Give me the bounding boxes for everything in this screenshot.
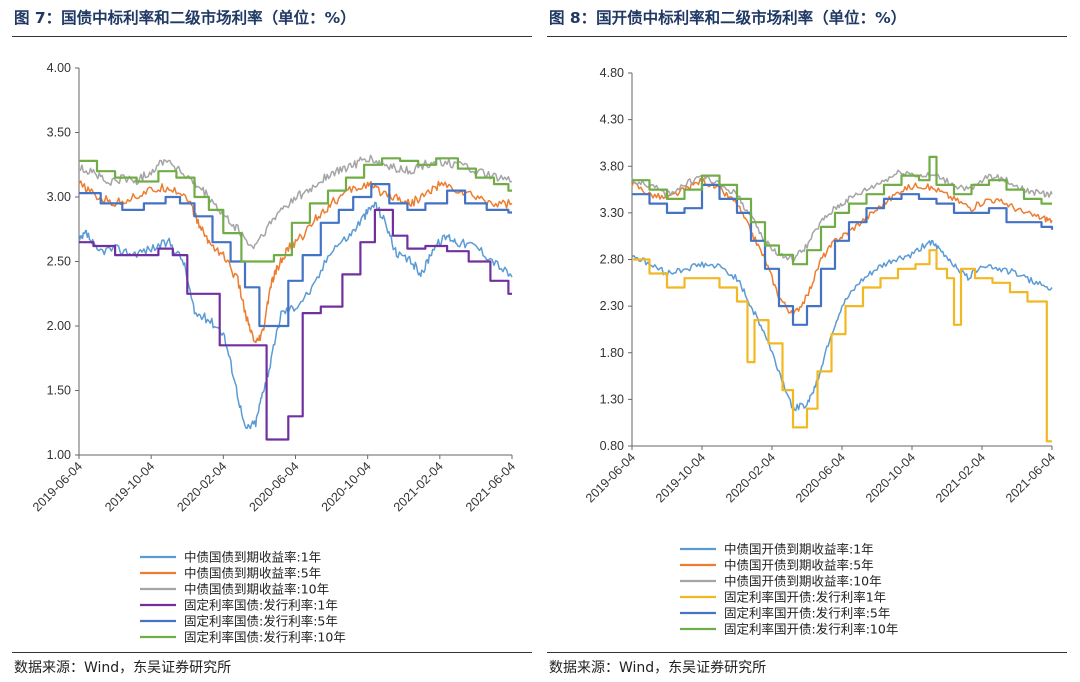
figure-title: 图 7：国债中标利率和二级市场利率（单位：%） xyxy=(14,9,356,27)
y-tick-label: 1.00 xyxy=(47,448,71,462)
legend-label: 中债国债到期收益率:5年 xyxy=(184,566,321,581)
series-line xyxy=(632,155,1052,266)
legend-label: 固定利率国开债:发行利率:5年 xyxy=(724,606,890,621)
x-tick-label: 2020-02-04 xyxy=(174,459,229,514)
legend-label: 固定利率国债:发行利率:5年 xyxy=(184,614,338,629)
y-tick-label: 2.30 xyxy=(600,299,624,313)
x-tick-label: 2021-02-04 xyxy=(391,459,446,514)
x-tick-label: 2019-06-04 xyxy=(583,450,638,505)
legend-label: 中债国开债到期收益率:5年 xyxy=(724,558,874,573)
series-line xyxy=(79,183,512,328)
title-rule xyxy=(12,36,532,37)
series-line xyxy=(632,249,1052,443)
y-tick-label: 2.80 xyxy=(600,253,624,267)
legend-label: 固定利率国债:发行利率:1年 xyxy=(184,598,338,613)
line-chart: 4.804.303.803.302.802.301.801.300.802019… xyxy=(583,66,1058,637)
y-tick-label: 3.00 xyxy=(47,190,71,204)
legend-label: 固定利率国开债:发行利率:10年 xyxy=(724,622,898,637)
x-tick-label: 2019-06-04 xyxy=(30,459,85,514)
x-tick-label: 2021-02-04 xyxy=(933,450,988,505)
legend-label: 固定利率国开债:发行利率1年 xyxy=(724,590,886,605)
source-rule xyxy=(547,652,1067,653)
series-line xyxy=(79,208,512,441)
x-tick-label: 2020-02-04 xyxy=(723,450,778,505)
x-tick-label: 2020-06-04 xyxy=(793,450,848,505)
series-line xyxy=(631,177,1053,317)
chart-panel-right: 图 8：国开债中标利率和二级市场利率（单位：%） 4.80 4.30 3.80 3.3… xyxy=(547,0,1072,682)
x-tick-label: 2019-10-04 xyxy=(102,459,157,514)
source-rule xyxy=(12,652,532,653)
x-tick-label: 2019-10-04 xyxy=(653,450,708,505)
series-line xyxy=(78,154,513,250)
series-line xyxy=(79,157,512,263)
x-tick-label: 2021-06-04 xyxy=(1003,450,1058,505)
y-tick-label: 1.80 xyxy=(600,346,624,360)
y-tick-label: 0.80 xyxy=(600,439,624,453)
y-tick-label: 1.50 xyxy=(47,384,71,398)
x-tick-label: 2021-06-04 xyxy=(463,459,518,514)
series-line xyxy=(631,239,1053,412)
y-tick-label: 3.50 xyxy=(47,126,71,140)
y-tick-label: 3.80 xyxy=(600,159,624,173)
y-tick-label: 1.30 xyxy=(600,392,624,406)
legend-label: 中债国开债到期收益率:1年 xyxy=(724,542,874,557)
y-tick-label: 2.00 xyxy=(47,319,71,333)
series-line xyxy=(78,201,513,430)
x-tick-label: 2020-10-04 xyxy=(863,450,918,505)
legend-label: 中债国开债到期收益率:10年 xyxy=(724,574,882,589)
y-tick-label: 3.30 xyxy=(600,206,624,220)
legend-label: 中债国债到期收益率:1年 xyxy=(184,550,321,565)
x-tick-label: 2020-10-04 xyxy=(319,459,374,514)
series-line xyxy=(632,183,1054,326)
x-tick-label: 2020-06-04 xyxy=(247,459,302,514)
legend-label: 中债国债到期收益率:10年 xyxy=(184,582,329,597)
figure-title: 图 8：国开债中标利率和二级市场利率（单位：%） xyxy=(549,9,907,27)
chart-panel-left: 图 7：国债中标利率和二级市场利率（单位：%） 4.00 3.50 3.00 2.50… xyxy=(12,0,537,682)
y-tick-label: 4.80 xyxy=(600,66,624,80)
y-tick-label: 4.30 xyxy=(600,113,624,127)
data-source: 数据来源：Wind，东吴证券研究所 xyxy=(549,660,767,676)
series-line xyxy=(78,180,513,344)
y-tick-label: 4.00 xyxy=(47,61,71,75)
title-rule xyxy=(547,36,1067,37)
legend-label: 固定利率国债:发行利率:10年 xyxy=(184,630,346,645)
y-tick-label: 2.50 xyxy=(47,255,71,269)
data-source: 数据来源：Wind，东吴证券研究所 xyxy=(14,660,232,676)
